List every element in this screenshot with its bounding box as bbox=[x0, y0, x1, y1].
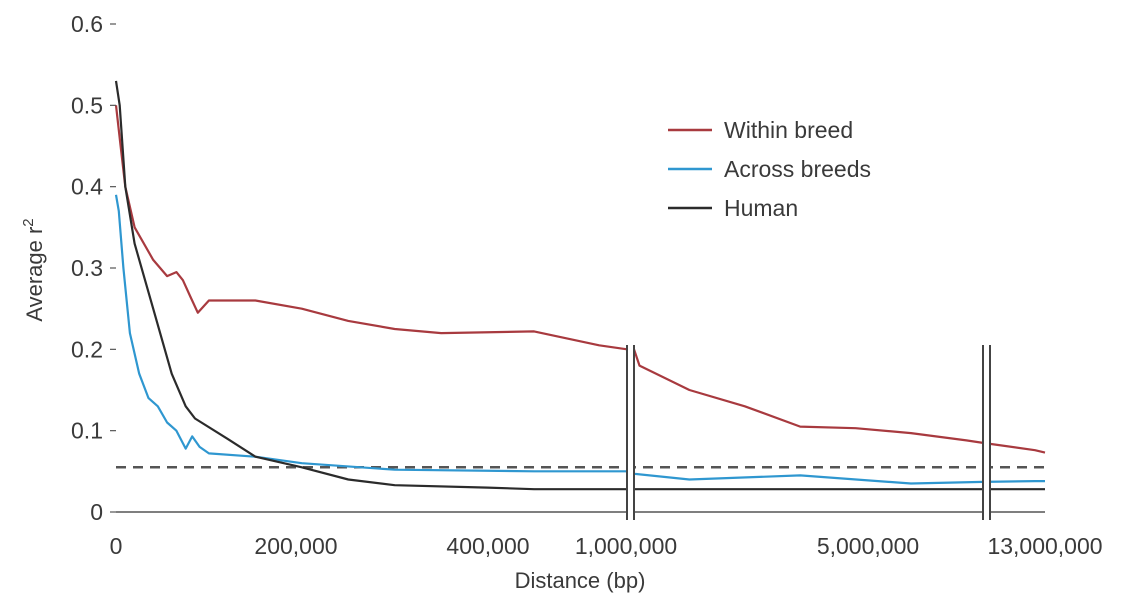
y-tick-label: 0.1 bbox=[71, 418, 103, 444]
y-tick-label: 0.6 bbox=[71, 11, 103, 37]
series-line-across-breeds bbox=[114, 194, 1045, 485]
x-axis-ticks: 0 200,000 400,000 1,000,000 5,000,000 13,000,… bbox=[110, 533, 1103, 559]
legend: Within breed Across breeds Human bbox=[668, 117, 871, 221]
x-tick-label: 0 bbox=[110, 533, 123, 559]
y-tick-label: 0 bbox=[90, 499, 103, 525]
y-axis-label-superscript: 2 bbox=[20, 218, 37, 226]
series-layer bbox=[114, 80, 1046, 491]
y-axis: 0 0.1 0.2 0.3 0.4 0.5 0.6 bbox=[71, 11, 116, 525]
legend-label: Human bbox=[724, 195, 798, 221]
x-tick-label: 5,000,000 bbox=[817, 533, 919, 559]
legend-label: Within breed bbox=[724, 117, 853, 143]
y-axis-label: Average r2 bbox=[20, 218, 47, 321]
legend-label: Across breeds bbox=[724, 156, 871, 182]
x-tick-label: 13,000,000 bbox=[987, 533, 1102, 559]
series-line-within-breed bbox=[114, 105, 1046, 454]
y-tick-label: 0.3 bbox=[71, 255, 103, 281]
x-tick-label: 1,000,000 bbox=[575, 533, 677, 559]
series-line-human bbox=[114, 80, 1045, 491]
y-tick-label: 0.4 bbox=[71, 174, 103, 200]
y-tick-label: 0.2 bbox=[71, 336, 103, 362]
axis-break-gap bbox=[983, 345, 990, 520]
x-tick-label: 400,000 bbox=[446, 533, 529, 559]
x-tick-label: 200,000 bbox=[254, 533, 337, 559]
y-tick-label: 0.5 bbox=[71, 92, 103, 118]
axis-break-layer bbox=[626, 345, 991, 520]
x-axis-label: Distance (bp) bbox=[515, 568, 646, 593]
y-axis-label-text: Average r bbox=[22, 227, 47, 322]
axis-break-gap bbox=[627, 345, 634, 520]
